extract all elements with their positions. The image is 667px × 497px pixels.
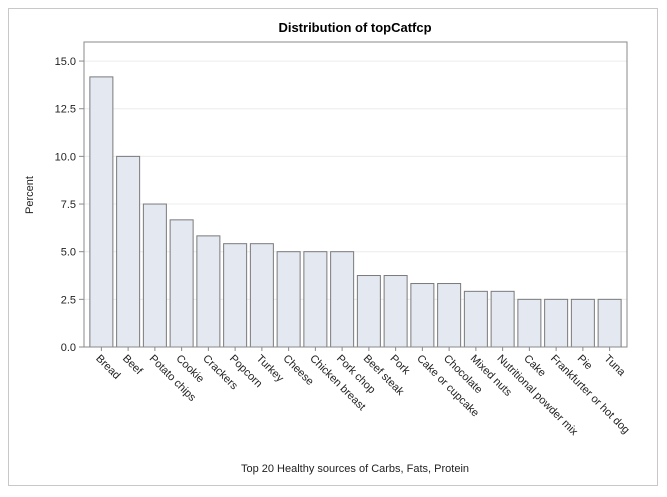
x-category-label: Pie	[575, 353, 595, 373]
bar-pie	[570, 298, 595, 348]
bar-crackers	[196, 235, 221, 348]
plot-area-border	[83, 41, 628, 348]
bar-potato-chips	[142, 203, 167, 348]
x-category-label: Bread	[93, 353, 122, 382]
bar-frankfurter-or-hot-dog	[544, 298, 569, 348]
bar-cheese	[276, 251, 301, 348]
bar-cake	[517, 298, 542, 348]
bar-turkey	[249, 243, 274, 348]
bar-pork	[383, 275, 408, 348]
bar-popcorn	[223, 243, 248, 348]
bar-chocolate	[437, 283, 462, 348]
y-axis-label: Percent	[24, 176, 36, 214]
bars	[89, 76, 622, 348]
x-axis-label: Top 20 Healthy sources of Carbs, Fats, P…	[241, 463, 469, 475]
y-tick-label: 10.0	[55, 151, 76, 163]
y-tick-label: 2.5	[61, 294, 76, 306]
y-tick-label: 7.5	[61, 199, 76, 211]
y-tick-label: 5.0	[61, 247, 76, 259]
y-axis-ticks: 0.0 2.5 5.0 7.5 10.0 12.5 15.0	[55, 56, 84, 354]
bar-tuna	[597, 298, 622, 348]
bar-chicken-breast	[303, 251, 328, 348]
bar-mixed-nuts	[463, 290, 488, 348]
bar-nutritional-powder-mix	[490, 290, 515, 348]
x-category-label: Tuna	[602, 353, 629, 380]
bar-beef-steak	[356, 275, 381, 348]
bar-beef	[116, 155, 141, 348]
axes	[83, 41, 628, 348]
bar-cookie	[169, 219, 194, 348]
bar-bread	[89, 76, 114, 348]
y-tick-label: 15.0	[55, 56, 76, 68]
bar-pork-chop	[330, 251, 355, 348]
y-tick-label: 0.0	[61, 342, 76, 354]
y-tick-label: 12.5	[55, 104, 76, 116]
x-category-label: Beef	[120, 353, 145, 378]
bar-cake-or-cupcake	[410, 283, 435, 348]
chart-title: Distribution of topCatfcp	[278, 20, 431, 35]
